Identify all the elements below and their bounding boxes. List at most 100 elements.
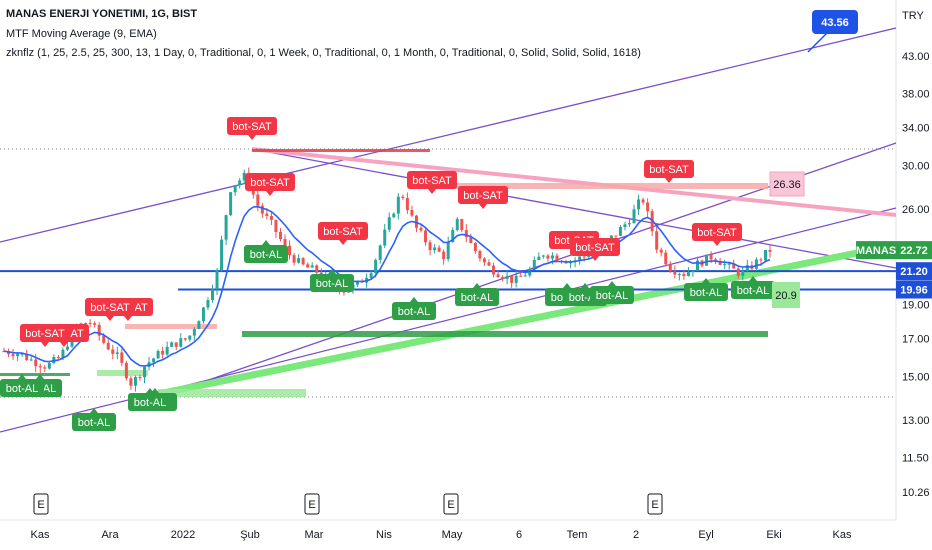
sell-signal-tag-pointer <box>479 204 487 209</box>
candle-body <box>115 352 119 354</box>
candle-body <box>201 307 205 322</box>
buy-signal-tag-bg <box>244 245 288 263</box>
buy-signal-tag[interactable]: bot-AL <box>244 240 288 263</box>
trend-line-falling[interactable] <box>251 148 897 269</box>
y-tick-label: 15.00 <box>902 371 930 383</box>
sell-signal-tag[interactable]: bot-SAT <box>407 171 457 194</box>
currency-label: TRY <box>902 10 924 22</box>
level-price-label-low-bg <box>896 280 932 299</box>
buy-signal-tag-bg <box>72 413 116 431</box>
sell-signal-tag-label: bot-SAT <box>323 226 363 238</box>
buy-signal-tag-pointer <box>702 278 710 283</box>
resistance-trend-band[interactable] <box>251 147 897 217</box>
candle-body <box>43 367 47 369</box>
candle-body <box>396 196 400 214</box>
ema-9-line[interactable] <box>3 205 771 367</box>
candle-body <box>464 230 468 238</box>
candle-body <box>469 237 473 244</box>
signal-zone-bar <box>252 149 430 152</box>
buy-signal-tag[interactable]: bot-AL <box>392 297 436 320</box>
buy-signal-tag[interactable]: bot-AL <box>684 278 728 301</box>
candle-body <box>460 219 464 231</box>
earnings-marker[interactable]: E <box>443 493 459 515</box>
buy-signal-tag-pointer <box>146 388 154 393</box>
x-tick-label: Ara <box>101 529 119 541</box>
earnings-marker[interactable]: E <box>647 493 663 515</box>
symbol-price-tag: MANAS <box>856 245 896 257</box>
sell-signal-tag-bg <box>227 117 277 135</box>
sell-signal-tag-bg <box>692 223 742 241</box>
buy-signal-tag-pointer <box>608 281 616 286</box>
earnings-marker[interactable]: E <box>33 493 49 515</box>
candle-body <box>369 273 373 278</box>
sell-signal-tag[interactable]: bot-SAT <box>692 223 742 246</box>
candle-body <box>709 254 713 260</box>
sell-signal-tag-pointer <box>591 256 599 261</box>
buy-signal-tag[interactable]: bot-AL <box>455 283 499 306</box>
candle-body <box>16 353 20 357</box>
candle-body <box>274 219 278 232</box>
candle-body <box>278 231 282 240</box>
candle-body <box>655 231 659 250</box>
support-trend-band[interactable] <box>157 248 863 398</box>
candle-body <box>519 275 523 277</box>
candle-body <box>677 274 681 276</box>
buy-signal-tag[interactable]: bot-AL <box>128 388 172 411</box>
earnings-markers: E E E E <box>33 493 663 515</box>
candle-body <box>668 264 672 272</box>
signal-zone-bar <box>125 324 217 329</box>
candle-body <box>210 289 214 301</box>
sell-signal-tag[interactable]: bot-SAT <box>644 160 694 183</box>
buy-signal-tag-label: bot-AL <box>134 397 166 409</box>
sell-signal-tag[interactable]: bot-SAT <box>570 238 620 261</box>
sell-signal-tag-label: bot-SAT <box>575 242 615 254</box>
buy-signal-tag[interactable]: bot-AL <box>731 276 775 299</box>
channel-upper-line[interactable] <box>0 27 897 243</box>
candle-body <box>496 274 500 278</box>
candle-body <box>256 194 260 206</box>
sell-signal-tag[interactable]: bot-SAT <box>85 298 135 321</box>
symbol-title[interactable]: MANAS ENERJI YONETIMI, 1G, BIST <box>6 8 198 20</box>
candle-body <box>156 350 160 359</box>
candle-body <box>446 242 450 260</box>
indicator-zknflz-title[interactable]: zknflz (1, 25, 2.5, 25, 300, 13, 1 Day, … <box>6 47 641 59</box>
buy-signal-tag[interactable]: bot-AL <box>310 269 354 292</box>
candle-body <box>34 359 38 367</box>
candle-body <box>188 335 192 340</box>
candle-body <box>310 265 314 268</box>
buy-signal-tag[interactable]: bot-AL <box>72 408 116 431</box>
price-callout[interactable]: 43.56 <box>807 10 858 53</box>
candle-body <box>505 275 509 279</box>
buy-signal-tag-bg <box>310 274 354 292</box>
candle-body <box>401 196 405 199</box>
buy-signal-tag-bg <box>455 288 499 306</box>
y-tick-label: 26.00 <box>902 204 930 216</box>
earnings-marker-label: E <box>447 499 454 511</box>
buy-signal-tag[interactable]: bot-AL <box>590 281 634 304</box>
buy-signal-tag-bg <box>392 302 436 320</box>
sell-signal-tag[interactable]: bot-SAT <box>245 173 295 196</box>
sell-signal-tag[interactable]: bot-SAT <box>458 186 508 209</box>
candle-body <box>93 323 97 325</box>
sell-signal-tag-label: bot-SAT <box>250 177 290 189</box>
sell-signal-tag[interactable]: bot-SAT <box>318 222 368 245</box>
candle-body <box>478 251 482 259</box>
x-tick-label: Kas <box>833 529 852 541</box>
buy-signal-tag-bg <box>128 393 172 411</box>
candle-body <box>120 352 124 363</box>
candle-body <box>179 338 183 347</box>
candle-body <box>537 256 541 261</box>
candle-body <box>646 202 650 212</box>
earnings-marker[interactable]: E <box>304 493 320 515</box>
candle-body <box>718 261 722 265</box>
buy-signal-tag[interactable]: bot-AL <box>0 374 44 397</box>
indicator-ema-title[interactable]: MTF Moving Average (9, EMA) <box>6 28 157 40</box>
candle-body <box>487 262 491 266</box>
x-tick-label: 6 <box>516 529 522 541</box>
sell-signal-tag[interactable]: bot-SAT <box>227 117 277 140</box>
sell-signal-tag-pointer <box>60 342 68 347</box>
sell-signal-tag[interactable]: bot-SAT <box>20 324 70 347</box>
candle-body <box>292 255 296 263</box>
candle-body <box>768 249 772 252</box>
